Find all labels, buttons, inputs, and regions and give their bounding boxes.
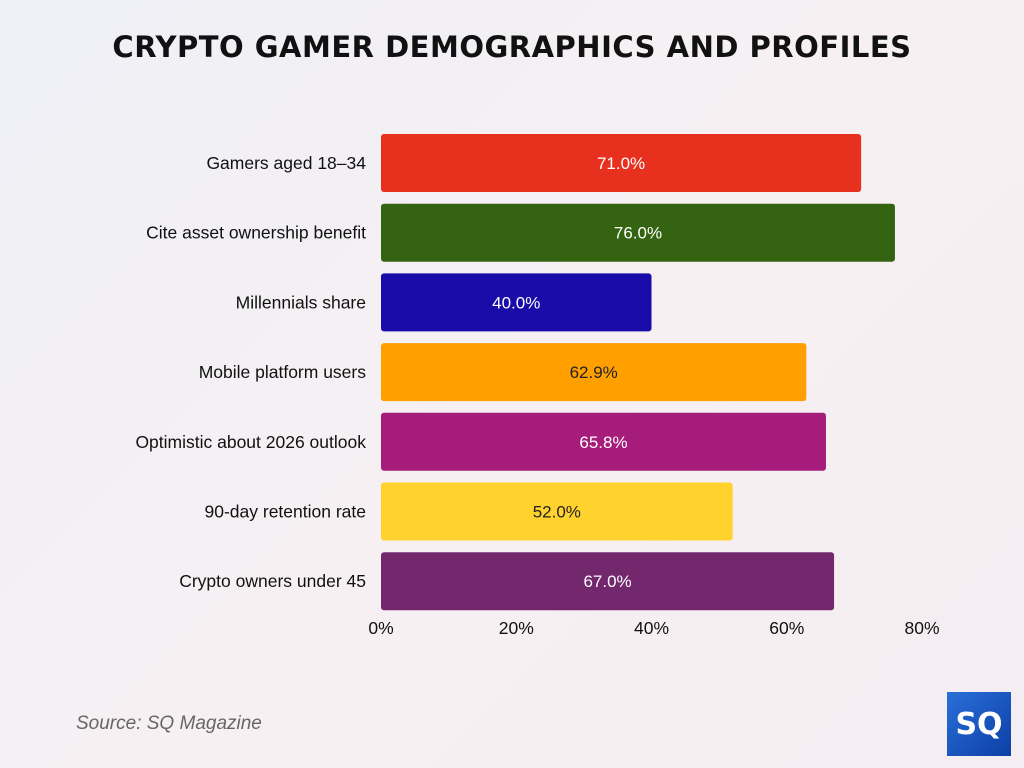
source-caption: Source: SQ Magazine: [76, 713, 262, 734]
chart-title: CRYPTO GAMER DEMOGRAPHICS AND PROFILES: [112, 30, 912, 64]
category-label: Crypto owners under 45: [179, 571, 366, 591]
bar-value-label: 62.9%: [570, 363, 618, 382]
x-tick-label: 20%: [499, 618, 534, 638]
bar: [381, 134, 862, 192]
bar: [381, 412, 826, 471]
x-tick-label: 80%: [904, 618, 939, 638]
category-label: Gamers aged 18–34: [206, 153, 366, 173]
bar: [381, 343, 807, 402]
bar: [381, 552, 835, 611]
category-label: Mobile platform users: [199, 362, 367, 382]
bar: [381, 482, 733, 541]
category-label: Millennials share: [236, 292, 366, 312]
bar: [381, 273, 652, 332]
bar-value-label: 71.0%: [597, 154, 645, 173]
x-tick-label: 60%: [769, 618, 804, 638]
bar: [381, 203, 895, 262]
bar-value-label: 40.0%: [492, 293, 540, 312]
bar-value-label: 76.0%: [614, 224, 662, 243]
x-tick-label: 0%: [368, 618, 393, 638]
bar-value-label: 52.0%: [533, 503, 581, 522]
category-label: 90-day retention rate: [205, 502, 367, 522]
sq-logo: SQ: [947, 692, 1011, 756]
category-label: Cite asset ownership benefit: [146, 223, 366, 243]
category-label: Optimistic about 2026 outlook: [135, 432, 366, 452]
x-tick-label: 40%: [634, 618, 669, 638]
bar-value-label: 67.0%: [583, 572, 631, 591]
bar-value-label: 65.8%: [579, 433, 627, 452]
